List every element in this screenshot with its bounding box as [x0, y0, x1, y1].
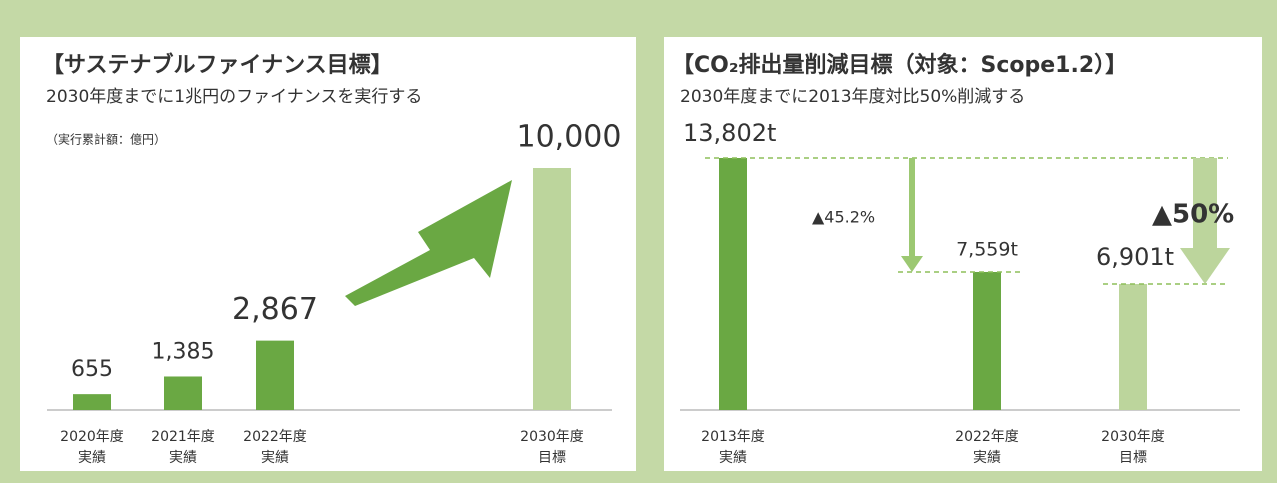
x-tick-label: 2021年度 [151, 429, 215, 445]
x-tick-label: 実績 [261, 450, 289, 466]
x-tick-label: 実績 [973, 450, 1001, 466]
bar [73, 394, 111, 410]
x-tick-label: 2030年度 [1101, 429, 1165, 445]
value-label: 6,901t [1096, 243, 1174, 271]
x-tick-label: 実績 [719, 450, 747, 466]
bar [164, 376, 202, 410]
x-tick-label: 2013年度 [701, 429, 765, 445]
x-tick-label: 目標 [538, 450, 566, 466]
chart-subtitle: 2030年度までに2013年度対比50%削減する [680, 87, 1025, 107]
reduction-arrow [1180, 248, 1230, 284]
panel [664, 37, 1262, 471]
unit-note: （実行累計額：億円） [46, 132, 166, 147]
x-tick-label: 2022年度 [955, 429, 1019, 445]
annotation: ▲50% [1152, 200, 1234, 230]
x-tick-label: 実績 [169, 450, 197, 466]
value-label: 7,559t [956, 238, 1018, 260]
x-tick-label: 2020年度 [60, 429, 124, 445]
value-label: 2,867 [232, 292, 318, 327]
value-label: 10,000 [517, 120, 622, 155]
chart-subtitle: 2030年度までに1兆円のファイナンスを実行する [46, 87, 422, 107]
annotation: ▲45.2% [812, 208, 875, 227]
x-tick-label: 実績 [78, 450, 106, 466]
reduction-arrow [909, 158, 915, 258]
value-label: 655 [71, 357, 113, 382]
value-label: 13,802t [683, 119, 776, 147]
bar [973, 271, 1001, 410]
bar [256, 340, 294, 410]
reduction-arrow [1193, 158, 1217, 250]
bar [533, 168, 571, 410]
x-tick-label: 目標 [1119, 450, 1147, 466]
reduction-arrow [901, 255, 923, 272]
x-tick-label: 2022年度 [243, 429, 307, 445]
bar [719, 158, 747, 410]
value-label: 1,385 [152, 339, 215, 364]
bar [1119, 284, 1147, 410]
chart-title: 【サステナブルファイナンス目標】 [42, 52, 393, 78]
growth-arrow [345, 180, 512, 306]
x-tick-label: 2030年度 [520, 429, 584, 445]
chart-title: 【CO₂排出量削減目標（対象：Scope1.2）】 [672, 52, 1127, 78]
